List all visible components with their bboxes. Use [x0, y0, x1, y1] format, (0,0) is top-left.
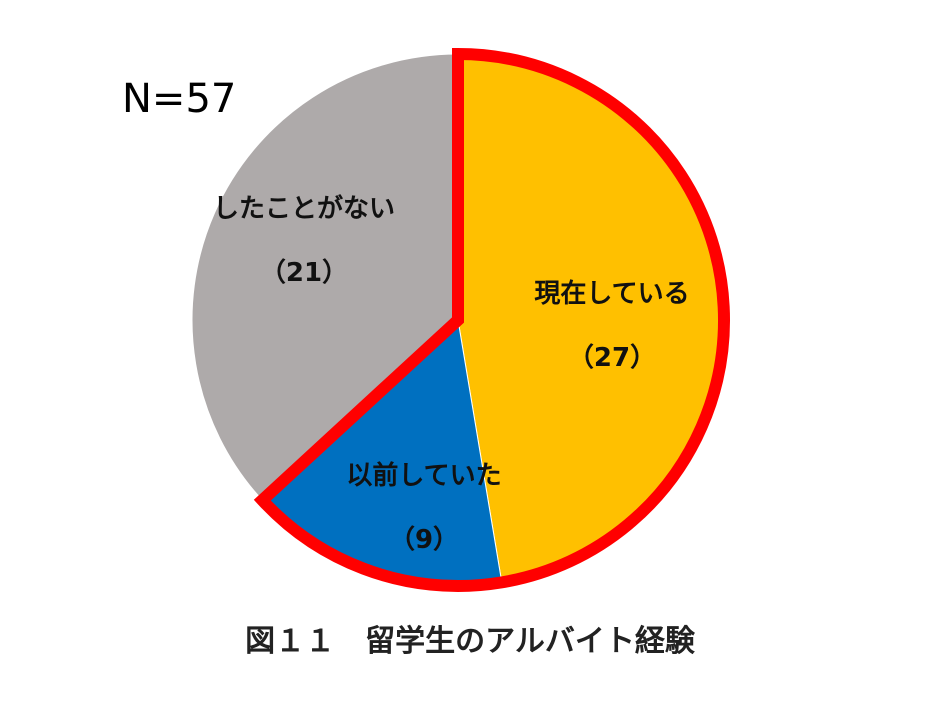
slice-label-current: 現在している	[534, 279, 689, 309]
slice-count-never: （21）	[260, 258, 348, 288]
pie-slices	[191, 53, 725, 587]
slice-label-never: したことがない	[213, 193, 395, 224]
highlight-outline-group	[253, 47, 730, 592]
slice-count-current: （27）	[568, 343, 656, 373]
highlight-outline	[253, 47, 730, 592]
pie-slice-2	[191, 53, 459, 501]
figure-caption: 図１１ 留学生のアルバイト経験	[245, 624, 696, 659]
sample-size-label: N=57	[122, 76, 236, 122]
slice-label-past: 以前していた	[346, 460, 501, 491]
slice-count-past: （9）	[389, 525, 459, 555]
pie-slice-0	[457, 53, 725, 583]
